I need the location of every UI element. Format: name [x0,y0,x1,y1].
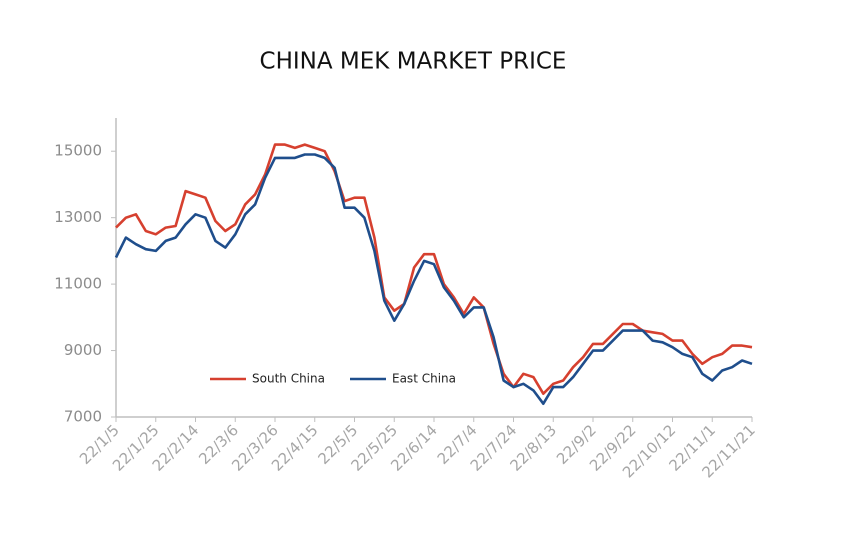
y-tick-label: 7000 [64,408,102,426]
y-tick-label: 13000 [54,208,102,226]
legend-label: South China [252,372,325,386]
y-tick-label: 9000 [64,341,102,359]
chart-title: CHINA MEK MARKET PRICE [260,49,567,75]
y-tick-label: 15000 [54,142,102,160]
series-line [115,143,753,395]
legend-label: East China [392,372,456,386]
series-line [114,153,753,405]
y-tick-label: 11000 [54,275,102,293]
